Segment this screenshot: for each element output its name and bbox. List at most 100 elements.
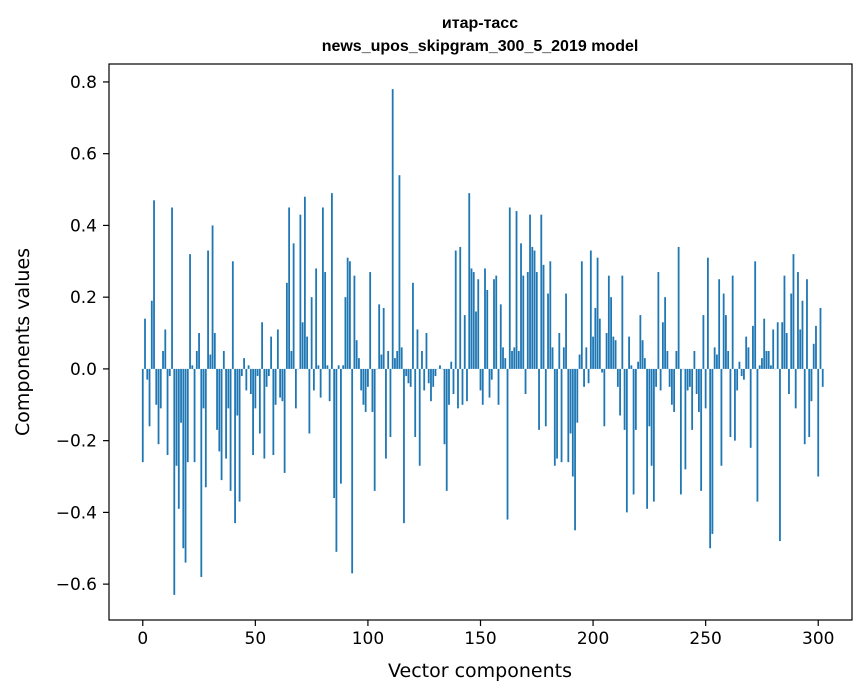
bar-135 (445, 368, 448, 491)
x-tick-label: 250 (689, 629, 721, 649)
bar-107 (382, 307, 385, 369)
bar-11 (166, 368, 169, 455)
bar-28 (204, 368, 207, 488)
bar-296 (808, 368, 811, 438)
bar-78 (317, 365, 320, 369)
bar-20 (186, 368, 189, 463)
bar-166 (515, 211, 518, 369)
bar-245 (693, 350, 696, 369)
bar-207 (607, 275, 610, 369)
bar-287 (788, 368, 790, 395)
bar-95 (355, 340, 358, 369)
bar-222 (641, 340, 644, 369)
bar-179 (544, 368, 547, 427)
bar-298 (812, 343, 815, 369)
x-tick-label: 100 (352, 629, 384, 649)
y-tick-label: −0.2 (56, 432, 97, 452)
bar-256 (718, 279, 721, 369)
bar-94 (353, 275, 356, 369)
bar-68 (294, 368, 297, 409)
bar-286 (785, 333, 788, 369)
bar-10 (164, 329, 167, 369)
bar-291 (797, 272, 799, 369)
bar-18 (182, 368, 185, 549)
bar-159 (499, 304, 502, 369)
bar-21 (189, 254, 191, 369)
bar-85 (333, 368, 336, 499)
bar-19 (184, 368, 187, 563)
bar-55 (265, 368, 268, 387)
bar-130 (434, 368, 437, 377)
bar-46 (245, 368, 248, 391)
bar-25 (198, 333, 200, 369)
bar-282 (776, 322, 779, 369)
bar-212 (619, 368, 621, 416)
bar-190 (569, 368, 572, 434)
bar-116 (403, 368, 405, 524)
bar-273 (756, 368, 759, 502)
bar-126 (425, 333, 428, 369)
bar-93 (351, 368, 354, 574)
bar-108 (385, 368, 387, 459)
bar-284 (781, 322, 784, 369)
x-axis-ticks: 0 50 100 150 200 250 300 (137, 620, 834, 649)
bar-231 (661, 322, 664, 369)
bar-173 (531, 246, 534, 369)
bar-171 (526, 272, 529, 369)
bar-162 (506, 368, 509, 520)
bar-57 (270, 336, 273, 369)
bar-56 (267, 368, 270, 377)
bar-208 (610, 297, 612, 369)
bar-192 (574, 368, 576, 531)
bar-263 (734, 368, 736, 441)
bar-127 (427, 368, 430, 384)
bar-277 (765, 350, 768, 369)
bar-250 (704, 368, 707, 409)
bar-267 (743, 368, 745, 380)
bar-229 (657, 272, 660, 369)
bar-228 (655, 368, 658, 387)
bar-230 (659, 368, 662, 391)
bar-122 (416, 329, 419, 369)
bar-32 (213, 333, 216, 369)
bar-239 (679, 368, 682, 495)
bar-197 (585, 347, 588, 369)
bar-145 (468, 193, 471, 369)
bar-8 (159, 368, 162, 409)
bar-163 (508, 207, 511, 369)
bar-134 (443, 368, 446, 445)
bar-275 (761, 358, 763, 369)
y-tick-label: 0.8 (70, 73, 97, 93)
bar-276 (763, 318, 766, 369)
bar-64 (285, 282, 288, 369)
bar-38 (227, 368, 230, 409)
bar-6 (155, 368, 158, 405)
bar-75 (310, 297, 313, 369)
bar-247 (698, 368, 700, 412)
bar-0 (141, 368, 144, 463)
bar-180 (547, 293, 549, 369)
bar-112 (394, 358, 396, 369)
bar-41 (234, 368, 236, 524)
bar-140 (457, 368, 459, 409)
bar-271 (752, 325, 754, 369)
bar-77 (315, 268, 318, 369)
bar-136 (448, 368, 450, 405)
bar-238 (677, 246, 680, 369)
bar-243 (688, 368, 691, 387)
bar-210 (614, 340, 617, 369)
bar-14 (173, 368, 176, 595)
bar-50 (254, 368, 257, 409)
chart-subtitle: news_upos_skipgram_300_5_2019 model (322, 38, 639, 55)
bar-301 (819, 307, 822, 369)
bar-44 (240, 368, 243, 377)
bar-29 (207, 250, 209, 369)
bar-220 (637, 361, 640, 369)
bar-143 (463, 315, 466, 369)
bar-34 (218, 368, 221, 452)
bar-215 (625, 368, 628, 513)
bar-254 (713, 347, 716, 369)
bar-248 (700, 368, 703, 491)
y-tick-label: 0.4 (70, 216, 97, 236)
bar-292 (799, 329, 802, 369)
